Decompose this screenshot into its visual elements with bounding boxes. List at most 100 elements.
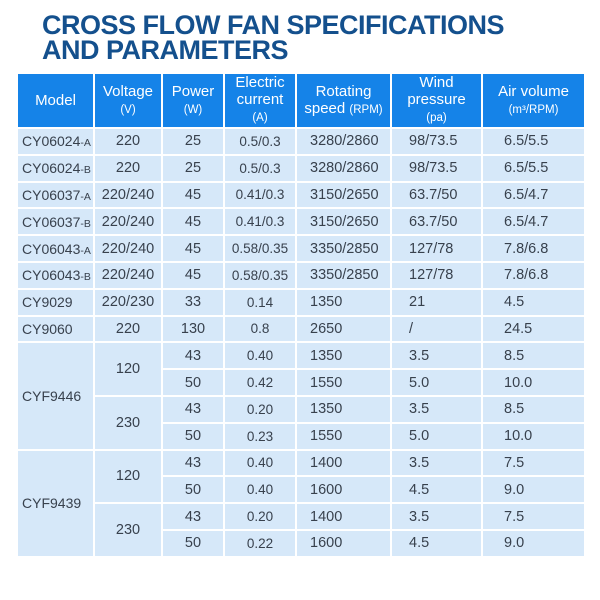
page-title: CROSS FLOW FAN SPECIFICATIONS AND PARAME… xyxy=(42,0,600,65)
page: CROSS FLOW FAN SPECIFICATIONS AND PARAME… xyxy=(16,0,600,558)
cell-power: 45 xyxy=(161,234,225,263)
cell-voltage: 230 xyxy=(93,502,163,558)
cell-rotating-speed: 1600 xyxy=(295,528,392,558)
cell-model: CYF9446 xyxy=(16,341,95,451)
table-row: CY06037-A 220/240 45 0.41/0.3 3150/2650 63.7/… xyxy=(16,180,586,210)
table-row: 50 0.42 1550 5.0 10.0 xyxy=(17,368,586,397)
cell-power: 50 xyxy=(161,368,225,397)
spec-table: Model Voltage (V) Power (W) Electric current (A… xyxy=(16,72,586,558)
cell-electric-current: 0.40 xyxy=(223,341,297,371)
cell-rotating-speed: 3350/2850 xyxy=(295,260,392,290)
cell-rotating-speed: 1350 xyxy=(295,341,392,371)
cell-power: 25 xyxy=(161,153,225,183)
cell-air-volume: 7.5 xyxy=(481,448,586,478)
cell-wind-pressure: 127/78 xyxy=(390,234,483,263)
cell-air-volume: 6.5/4.7 xyxy=(481,180,586,210)
cell-air-volume: 8.5 xyxy=(481,394,586,424)
cell-rotating-speed: 1400 xyxy=(295,448,392,478)
table-row: CY06037-B 220/240 45 0.41/0.3 3150/2650 63.7/… xyxy=(16,207,586,237)
cell-model: CY9060 xyxy=(16,314,95,344)
cell-electric-current: 0.20 xyxy=(223,394,297,424)
cell-power: 130 xyxy=(161,314,225,344)
cell-power: 43 xyxy=(161,394,225,424)
cell-model: CY06037-B xyxy=(16,207,95,237)
cell-wind-pressure: 63.7/50 xyxy=(390,207,483,237)
table-row: 50 0.22 1600 4.5 9.0 xyxy=(17,528,586,558)
cell-wind-pressure: 3.5 xyxy=(390,341,483,371)
table-row: CY9060 220 130 0.8 2650/24.5 xyxy=(16,314,586,344)
title-line-1: CROSS FLOW FAN SPECIFICATIONS xyxy=(42,10,505,40)
cell-wind-pressure: 63.7/50 xyxy=(390,180,483,210)
cell-model: CY9029 xyxy=(16,287,95,317)
title-line-2: AND PARAMETERS xyxy=(42,35,289,65)
table-header: Model Voltage (V) Power (W) Electric current (A… xyxy=(16,72,586,129)
cell-rotating-speed: 1350 xyxy=(295,287,392,317)
cell-air-volume: 9.0 xyxy=(481,475,586,505)
cell-electric-current: 0.58/0.35 xyxy=(223,260,297,290)
cell-model: CY06037-A xyxy=(16,180,95,210)
cell-air-volume: 6.5/5.5 xyxy=(481,127,586,156)
cell-model: CYF9439 xyxy=(16,448,95,558)
cell-air-volume: 10.0 xyxy=(481,421,586,451)
table-row: CY06043-A 220/240 45 0.58/0.35 3350/2850 127/… xyxy=(16,234,586,263)
cell-air-volume: 8.5 xyxy=(481,341,586,371)
column-header-wind-pressure: Wind pressure (pa) xyxy=(390,72,483,129)
table-row: CY06024-B 220 25 0.5/0.3 3280/2860 98/73.5 6.5… xyxy=(16,153,586,183)
cell-rotating-speed: 2650 xyxy=(295,314,392,344)
cell-electric-current: 0.20 xyxy=(223,502,297,531)
column-header-power: Power (W) xyxy=(161,72,225,129)
cell-power: 50 xyxy=(161,421,225,451)
table-row: CYF9446 120 43 0.40 1350 3.5 8.5 xyxy=(16,341,586,451)
cell-voltage: 220/240 xyxy=(93,207,163,237)
column-header-model: Model xyxy=(16,72,95,129)
cell-rotating-speed: 1550 xyxy=(295,421,392,451)
cell-rotating-speed: 3150/2650 xyxy=(295,180,392,210)
cell-electric-current: 0.5/0.3 xyxy=(223,153,297,183)
cell-power: 45 xyxy=(161,180,225,210)
cell-power: 25 xyxy=(161,127,225,156)
cell-air-volume: 9.0 xyxy=(481,528,586,558)
table-row: 230 43 0.20 1400 3.5 7.5 xyxy=(17,502,586,558)
cell-electric-current: 0.40 xyxy=(223,475,297,505)
cell-wind-pressure: 21 xyxy=(390,287,483,317)
cell-power: 43 xyxy=(161,341,225,371)
header-row: Model Voltage (V) Power (W) Electric current (A… xyxy=(16,72,586,129)
cell-air-volume: 7.8/6.8 xyxy=(481,234,586,263)
cell-model: CY06043-A xyxy=(16,234,95,263)
cell-power: 50 xyxy=(161,528,225,558)
cell-rotating-speed: 1550 xyxy=(295,368,392,397)
cell-rotating-speed: 1600 xyxy=(295,475,392,505)
cell-air-volume: 7.5 xyxy=(481,502,586,531)
cell-rotating-speed: 3350/2850 xyxy=(295,234,392,263)
table-body: CY06024-A 220 25 0.5/0.3 3280/2860 98/73.5 6.5… xyxy=(16,127,586,558)
cell-wind-pressure: / xyxy=(390,314,483,344)
column-header-voltage: Voltage (V) xyxy=(93,72,163,129)
table-row: 50 0.23 1550 5.0 10.0 xyxy=(17,421,586,451)
cell-power: 33 xyxy=(161,287,225,317)
cell-electric-current: 0.8 xyxy=(223,314,297,344)
cell-power: 43 xyxy=(161,448,225,478)
cell-model: CY06024-B xyxy=(16,153,95,183)
cell-rotating-speed: 3150/2650 xyxy=(295,207,392,237)
cell-power: 45 xyxy=(161,260,225,290)
cell-voltage: 220 xyxy=(93,314,163,344)
cell-air-volume: 6.5/4.7 xyxy=(481,207,586,237)
cell-voltage: 230 xyxy=(93,394,163,451)
cell-rotating-speed: 1350 xyxy=(295,394,392,424)
cell-wind-pressure: 3.5 xyxy=(390,394,483,424)
cell-wind-pressure: 127/78 xyxy=(390,260,483,290)
cell-model: CY06024-A xyxy=(16,127,95,156)
cell-wind-pressure: 3.5 xyxy=(390,448,483,478)
cell-rotating-speed: 1400 xyxy=(295,502,392,531)
cell-electric-current: 0.41/0.3 xyxy=(223,207,297,237)
cell-wind-pressure: 3.5 xyxy=(390,502,483,531)
cell-voltage: 220 xyxy=(93,127,163,156)
cell-air-volume: 7.8/6.8 xyxy=(481,260,586,290)
cell-voltage: 220/240 xyxy=(93,260,163,290)
cell-rotating-speed: 3280/2860 xyxy=(295,127,392,156)
cell-electric-current: 0.22 xyxy=(223,528,297,558)
cell-voltage: 120 xyxy=(93,448,163,505)
cell-electric-current: 0.40 xyxy=(223,448,297,478)
cell-electric-current: 0.23 xyxy=(223,421,297,451)
cell-power: 43 xyxy=(161,502,225,531)
